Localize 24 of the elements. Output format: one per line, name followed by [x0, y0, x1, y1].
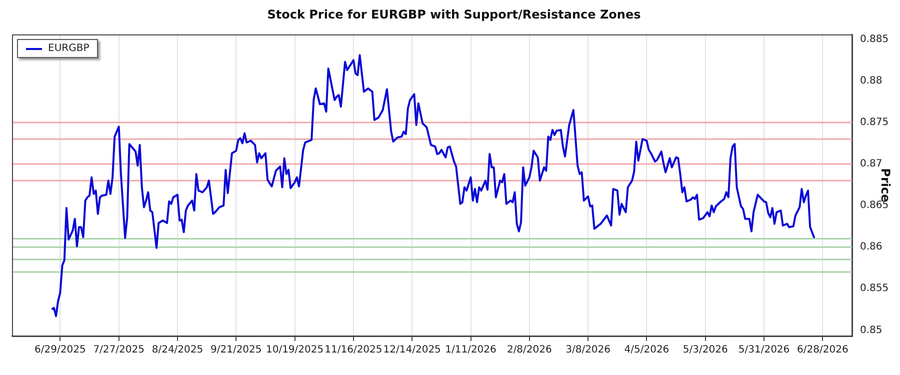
x-tick-label: 5/31/2026 — [738, 344, 790, 356]
y-tick-label: 0.885 — [860, 34, 889, 45]
x-tick-label: 12/14/2025 — [383, 344, 441, 356]
x-tick-label: 9/21/2025 — [210, 344, 262, 356]
y-tick-label: 0.85 — [860, 324, 882, 336]
x-tick-label: 8/24/2025 — [152, 344, 204, 356]
x-tick-label: 4/5/2026 — [624, 344, 670, 356]
y-tick-label: 0.87 — [860, 158, 882, 170]
y-tick-label: 0.855 — [860, 283, 889, 294]
x-tick-label: 6/29/2025 — [34, 344, 86, 356]
x-tick-label: 2/8/2026 — [506, 344, 552, 356]
legend-label: EURGBP — [48, 43, 90, 54]
x-tick-label: 10/19/2025 — [266, 344, 324, 356]
x-tick-label: 1/11/2026 — [445, 344, 496, 356]
x-tick-label: 3/8/2026 — [566, 344, 611, 356]
chart-title: Stock Price for EURGBP with Support/Resistance Zones — [267, 7, 641, 22]
x-tick-label: 5/3/2026 — [682, 344, 728, 356]
x-tick-label: 7/27/2025 — [93, 344, 144, 356]
y-tick-label: 0.865 — [860, 200, 889, 212]
x-tick-label: 6/28/2026 — [797, 344, 848, 356]
y-tick-label: 0.875 — [860, 117, 889, 128]
x-tick-label: 11/16/2025 — [324, 344, 382, 356]
y-tick-label: 0.86 — [860, 242, 882, 253]
y-tick-label: 0.88 — [860, 76, 882, 87]
